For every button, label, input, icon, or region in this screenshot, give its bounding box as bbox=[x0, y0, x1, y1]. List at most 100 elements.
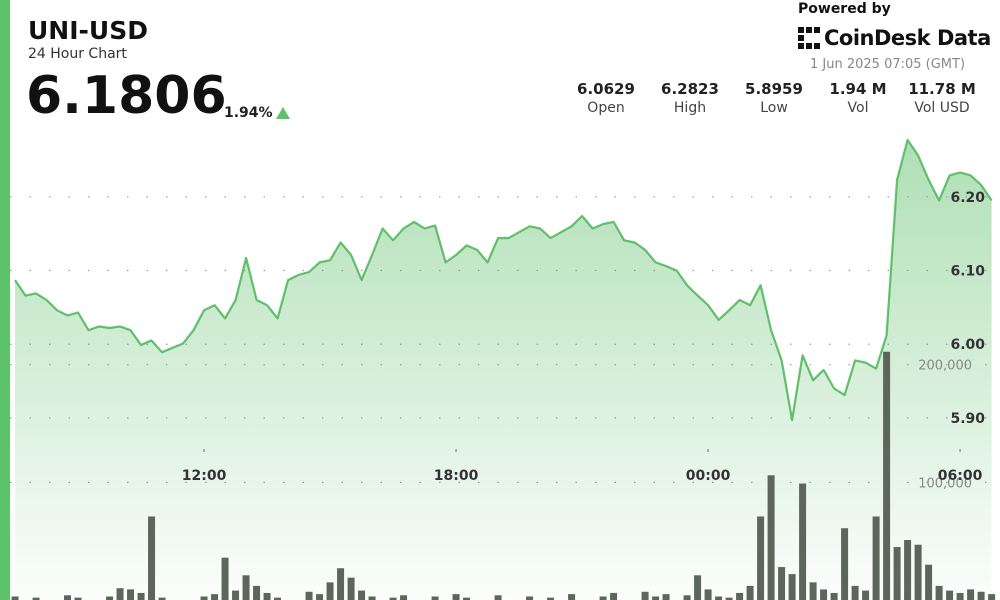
volume-bar bbox=[652, 596, 660, 600]
area bbox=[15, 140, 992, 600]
volume-bar bbox=[778, 567, 786, 600]
volume-bar bbox=[137, 592, 145, 600]
volume-bar bbox=[809, 582, 817, 600]
volume-bar bbox=[263, 592, 271, 600]
volume-bar bbox=[988, 594, 996, 600]
volume-bar bbox=[725, 597, 733, 600]
volume-bar bbox=[788, 574, 796, 600]
volume-bar bbox=[767, 475, 775, 600]
y-tick-label: 5.90 bbox=[950, 411, 985, 427]
stat: 5.8959 Low bbox=[734, 80, 814, 116]
volume-bar bbox=[242, 575, 250, 600]
volume-bar bbox=[452, 594, 460, 600]
volume-bar bbox=[599, 596, 607, 600]
volume-bar bbox=[851, 585, 859, 600]
stat-label: Open bbox=[587, 100, 625, 116]
stat-value: 1.94 M bbox=[829, 80, 887, 98]
brand: CoinDesk Data bbox=[824, 26, 991, 50]
volume-bar bbox=[305, 591, 313, 600]
volume-bar bbox=[830, 592, 838, 600]
volume-bar bbox=[211, 594, 219, 600]
price-line bbox=[14, 138, 993, 422]
up-arrow bbox=[276, 107, 290, 119]
stat-label: High bbox=[673, 100, 707, 116]
timestamp: 1 Jun 2025 07:05 (GMT) bbox=[810, 57, 966, 72]
volume-bar bbox=[935, 585, 943, 600]
volume-bar bbox=[736, 592, 744, 600]
x-tick-label: 06:00 bbox=[938, 468, 983, 484]
volume-bar bbox=[746, 585, 754, 600]
stat-value: 6.2823 bbox=[661, 80, 719, 98]
volume-bar bbox=[148, 516, 156, 600]
volume-bar bbox=[494, 595, 502, 600]
volume-bar bbox=[704, 589, 712, 600]
volume-bar bbox=[925, 564, 933, 600]
change: 1.94% bbox=[224, 105, 273, 121]
volume-bar bbox=[253, 585, 261, 600]
volume-bar bbox=[32, 597, 40, 600]
volume-bar bbox=[956, 592, 964, 600]
y-tick-label: 6.00 bbox=[950, 337, 985, 353]
volume-bar bbox=[127, 589, 135, 600]
volume-bar bbox=[683, 595, 691, 600]
stat-value: 6.0629 bbox=[577, 80, 635, 98]
y-tick-label: 6.10 bbox=[950, 264, 985, 280]
volume-bar bbox=[883, 351, 891, 600]
volume-bar bbox=[337, 568, 345, 600]
stat: 6.2823 High bbox=[650, 80, 730, 116]
volume-bar bbox=[326, 582, 334, 600]
volume-bar bbox=[358, 590, 366, 600]
volume-bar bbox=[841, 528, 849, 600]
volume-bar bbox=[547, 597, 555, 600]
y-tick-label: 6.20 bbox=[950, 190, 985, 206]
powered-by: Powered by bbox=[798, 1, 891, 17]
symbol: UNI-USD bbox=[28, 16, 148, 45]
accent-bar bbox=[0, 0, 10, 600]
stat-label: Vol USD bbox=[914, 100, 970, 116]
subtitle: 24 Hour Chart bbox=[28, 46, 127, 62]
volume-bar bbox=[431, 596, 439, 600]
volume-bar bbox=[904, 540, 912, 600]
volume-bar bbox=[400, 595, 408, 600]
volume-bar bbox=[694, 575, 702, 600]
volume-bar bbox=[368, 596, 376, 600]
y2-tick-label: 200,000 bbox=[918, 359, 972, 374]
volume-bar bbox=[64, 595, 72, 600]
stat: 11.78 M Vol USD bbox=[902, 80, 982, 116]
volume-bar bbox=[158, 597, 166, 600]
volume-bar bbox=[274, 597, 282, 600]
x-tick-label: 18:00 bbox=[434, 468, 479, 484]
volume-bar bbox=[316, 594, 324, 600]
volume-bar bbox=[893, 547, 901, 600]
volume-bar bbox=[662, 594, 670, 600]
volume-bar bbox=[232, 590, 240, 600]
volume-bar bbox=[11, 596, 19, 600]
volume-bar bbox=[200, 596, 208, 600]
volume-bar bbox=[820, 589, 828, 600]
volume-bar bbox=[221, 557, 229, 600]
volume-bar bbox=[389, 597, 397, 600]
volume-bar bbox=[347, 577, 355, 600]
x-tick-label: 12:00 bbox=[182, 468, 227, 484]
volume-bar bbox=[715, 596, 723, 600]
stat-value: 5.8959 bbox=[745, 80, 803, 98]
volume-bar bbox=[568, 594, 576, 600]
volume-bar bbox=[463, 597, 471, 600]
stat-value: 11.78 M bbox=[908, 80, 976, 98]
volume-bar bbox=[872, 516, 880, 600]
volume-bar bbox=[977, 591, 985, 600]
stat-label: Vol bbox=[847, 100, 869, 116]
volume-bar bbox=[757, 516, 765, 600]
volume-bar bbox=[946, 590, 954, 600]
brand-logo bbox=[798, 27, 820, 49]
volume-bar bbox=[799, 483, 807, 600]
volume-bar bbox=[116, 588, 124, 600]
y2-tick-label: 100,000 bbox=[918, 476, 972, 491]
volume-bar bbox=[526, 596, 534, 600]
volume-bar bbox=[610, 592, 618, 600]
volume-bar bbox=[74, 597, 82, 600]
stat: 6.0629 Open bbox=[566, 80, 646, 116]
stat: 1.94 M Vol bbox=[818, 80, 898, 116]
x-tick-label: 00:00 bbox=[686, 468, 731, 484]
